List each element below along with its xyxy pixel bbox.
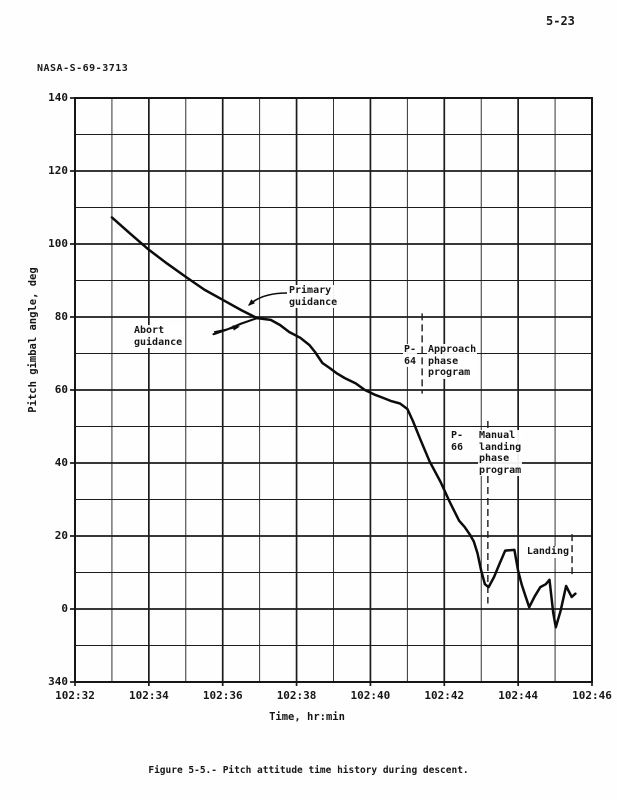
y-tick-label: 80 <box>54 310 68 323</box>
curve-label: Primary guidance <box>288 285 339 308</box>
curves-layer <box>110 216 577 629</box>
x-tick-label: 102:40 <box>350 689 391 702</box>
figure-caption: Figure 5-5.- Pitch attitude time history… <box>148 765 469 776</box>
x-axis-title: Time, hr:min <box>269 711 345 723</box>
y-tick-label: 40 <box>54 456 68 469</box>
page-number: 5-23 <box>546 14 575 28</box>
y-tick-label: 0 <box>61 602 68 615</box>
plot-border <box>74 97 593 683</box>
event-name-label: Approach phase program <box>427 344 478 379</box>
x-tick-label: 102:34 <box>128 689 169 702</box>
x-tick-label: 102:32 <box>55 689 95 702</box>
event-lines-layer <box>421 313 573 604</box>
y-tick-label: 100 <box>48 237 68 250</box>
y-tick-label: 60 <box>54 383 68 396</box>
x-tick-label: 102:46 <box>572 689 612 702</box>
x-tick-label: 102:36 <box>202 689 243 702</box>
y-tick-label: 120 <box>48 164 68 177</box>
y-tick-label: 140 <box>48 91 68 104</box>
y-tick-label: 20 <box>54 529 68 542</box>
event-name-label: Manual landing phase program <box>478 430 523 476</box>
annotation-arrows-layer <box>213 292 288 333</box>
x-tick-label: 102:44 <box>498 689 539 702</box>
primary-guidance-arrowhead <box>248 299 255 306</box>
y-axis-title: Pitch gimbal angle, deg <box>27 267 39 413</box>
event-code-label: P-66 <box>450 430 465 453</box>
x-tick-label: 102:42 <box>424 689 465 702</box>
event-name-label: Landing <box>525 546 570 558</box>
x-tick-label: 102:38 <box>276 689 317 702</box>
abort-guidance-arrowhead <box>232 325 240 331</box>
grid-layer <box>70 97 593 686</box>
y-tick-label: 340 <box>48 675 68 688</box>
event-code-label: P-64 <box>402 344 417 367</box>
curve-label: Abort guidance <box>133 325 184 348</box>
primary-guidance-curve <box>110 216 577 629</box>
document-id: NASA-S-69-3713 <box>37 63 129 74</box>
